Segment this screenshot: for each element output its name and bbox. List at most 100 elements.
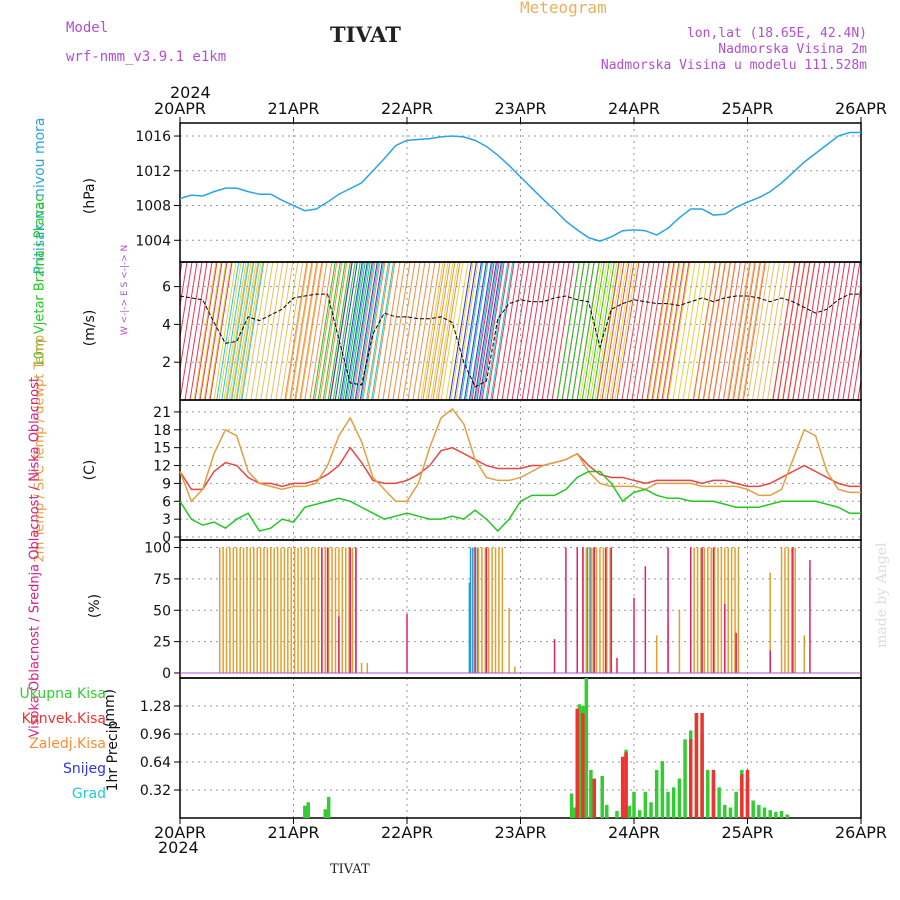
cloud-bar xyxy=(678,610,681,673)
wind-barb xyxy=(732,262,755,400)
legend-conv-precip: Konvek.Kisa xyxy=(21,711,106,727)
wind-compass: W <-|-> E S <-|-> N xyxy=(120,244,130,336)
wind-barb xyxy=(812,262,836,400)
precip-bar xyxy=(723,804,727,818)
cloud-bar xyxy=(327,547,330,673)
wind-barb xyxy=(473,262,497,400)
wind-barb xyxy=(275,262,299,400)
y-tick-label: 50 xyxy=(153,603,171,619)
precip-bar xyxy=(774,811,778,818)
cloud-bar xyxy=(690,547,692,673)
wind-barb xyxy=(566,262,590,400)
precip-bar xyxy=(751,800,755,818)
x-tick-label-top: 25APR xyxy=(721,99,773,118)
wind-barb xyxy=(231,262,255,400)
wind-barb xyxy=(218,262,242,400)
wind-barb xyxy=(295,262,319,400)
wind-barb xyxy=(491,262,515,400)
wind-barb xyxy=(346,262,370,400)
wind-barb xyxy=(822,262,846,400)
cloud-bar xyxy=(791,547,793,673)
wind-barb xyxy=(556,262,580,400)
x-tick-label-bottom: 23APR xyxy=(494,823,546,842)
wind-barb xyxy=(611,262,635,400)
wind-barb xyxy=(626,262,650,400)
cloud-bar xyxy=(792,547,794,673)
cloud-bar xyxy=(270,547,272,673)
altitude-label: Nadmorska Visina 2m xyxy=(718,42,867,57)
legend-snow: Snijeg xyxy=(62,761,106,777)
wind-barb xyxy=(586,262,610,400)
wind-barb xyxy=(312,262,336,400)
cloud-bar xyxy=(606,547,608,673)
cloud-bar xyxy=(565,547,567,673)
wind-barb xyxy=(511,262,535,400)
wind-barb xyxy=(329,262,353,400)
cloud-bar xyxy=(599,547,601,673)
wind-barb xyxy=(837,262,861,400)
y-tick-label: 21 xyxy=(153,405,171,421)
wind-barb xyxy=(752,262,775,400)
wind-barb xyxy=(521,262,545,400)
year-label-top: 2024 xyxy=(170,83,211,102)
precip-bar xyxy=(666,791,670,818)
cloud-bar xyxy=(667,547,669,673)
wind-barb xyxy=(319,262,343,400)
cloud-bar xyxy=(633,597,635,673)
cloud-bar xyxy=(720,547,723,673)
precip-bar xyxy=(762,807,767,818)
cloud-bar xyxy=(349,547,351,673)
wind-barb xyxy=(367,262,391,400)
wind-barb xyxy=(579,262,603,400)
pressure-unit: (hPa) xyxy=(82,177,98,215)
cloud-bar xyxy=(218,547,221,673)
wind-barb xyxy=(445,262,469,400)
precip-bar xyxy=(745,769,750,818)
x-tick-label-top: 22APR xyxy=(381,99,433,118)
y-tick-label: 25 xyxy=(153,635,171,651)
cloud-bar xyxy=(293,547,296,673)
wind-barb xyxy=(490,262,514,400)
wind-barb xyxy=(470,262,494,400)
wind-barb xyxy=(476,262,500,400)
cloud-bar xyxy=(727,547,729,673)
cloud-bar xyxy=(477,547,480,673)
cloud-bar xyxy=(331,547,333,673)
wind-barb xyxy=(636,262,660,400)
wind-barb xyxy=(616,262,640,400)
wind-barb xyxy=(594,262,618,400)
cloud-bar xyxy=(307,547,310,673)
wind-barb xyxy=(682,262,706,400)
cloud-bar xyxy=(317,547,320,673)
wind-barb xyxy=(300,262,324,400)
wind-barb xyxy=(180,262,203,400)
wind-barb xyxy=(772,262,796,400)
wind-barb xyxy=(356,262,380,400)
cloud-bar xyxy=(222,547,224,673)
wind-barb xyxy=(827,262,851,400)
cloud-bar xyxy=(616,657,618,673)
model-name: wrf-nmm_v3.9.1 e1km xyxy=(66,49,227,65)
wind-barb xyxy=(448,262,472,400)
y-tick-label: 9 xyxy=(162,476,171,492)
cloud-bar xyxy=(498,547,500,673)
wind-barb xyxy=(732,262,756,400)
cloud-bar xyxy=(348,547,350,673)
precip-bar xyxy=(592,778,597,818)
y-tick-label: 0.64 xyxy=(140,755,171,771)
wind-barb xyxy=(347,262,371,400)
wind-barb xyxy=(596,262,620,400)
wind-barb xyxy=(265,262,289,400)
wind-barb xyxy=(270,262,294,400)
cloud-bar xyxy=(809,560,811,673)
wind-barb xyxy=(440,262,464,400)
year-label-bottom: 2024 xyxy=(158,838,199,857)
cloud-bar xyxy=(585,547,588,673)
wind-barb xyxy=(817,262,841,400)
cloud-bar xyxy=(474,547,476,673)
y-tick-label: 0 xyxy=(162,666,171,682)
wind-barb xyxy=(599,262,623,400)
cloud-bar xyxy=(703,547,706,673)
cloud-bar xyxy=(508,607,510,673)
wind-barb xyxy=(481,262,505,400)
